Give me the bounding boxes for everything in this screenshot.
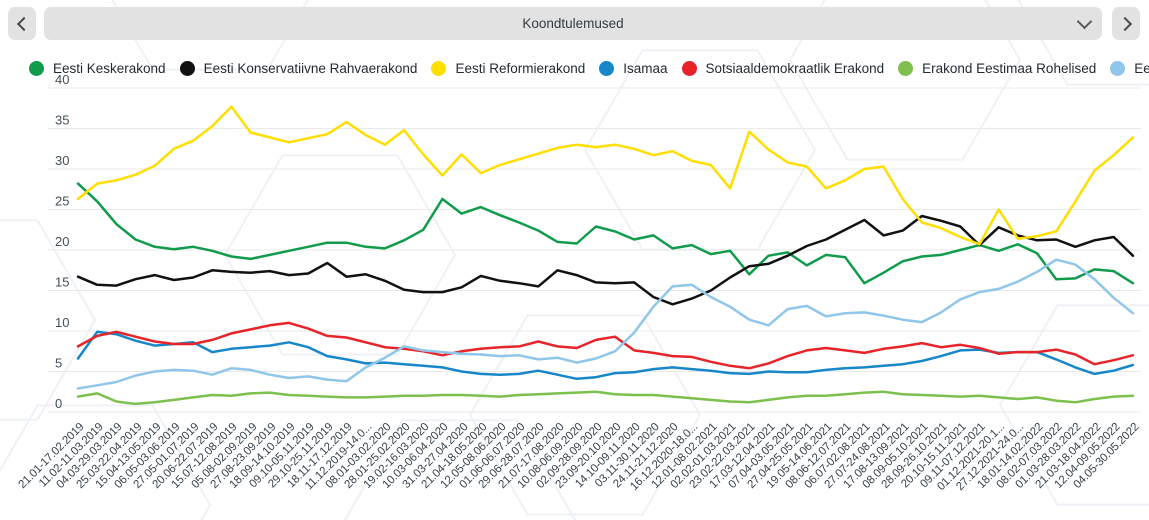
hexagon-shape bbox=[0, 219, 97, 421]
chevron-down-icon bbox=[1076, 13, 1093, 30]
legend-item-eesti-200[interactable]: Eesti 200 bbox=[1110, 60, 1149, 76]
legend-label: Eesti Reformierakond bbox=[455, 60, 586, 76]
y-tick-label: 25 bbox=[55, 194, 69, 209]
y-tick-label: 15 bbox=[55, 275, 69, 290]
hexagon-shape bbox=[788, 0, 1022, 161]
legend-dot-eesti-keskerakond bbox=[29, 60, 44, 76]
hexagon-shape bbox=[343, 419, 577, 520]
legend-dot-erakond-eestimaa-rohelised bbox=[898, 60, 914, 76]
y-tick-label: 40 bbox=[55, 72, 69, 87]
legend-dot-eesti-reformierakond bbox=[431, 60, 447, 76]
chevron-right-icon bbox=[1117, 16, 1132, 31]
series-line-erakond-eestimaa-rohelised bbox=[76, 390, 1135, 406]
legend-item-erakond-eestimaa-rohelised[interactable]: Erakond Eestimaa Rohelised bbox=[898, 60, 1097, 76]
y-tick-label: 35 bbox=[55, 113, 69, 128]
legend-label: Sotsiaaldemokraatlik Erakond bbox=[705, 60, 885, 76]
series-line-sotsiaaldemokraatlik-erakond bbox=[76, 321, 1135, 370]
dataset-select[interactable]: Koondtulemused bbox=[44, 7, 1102, 40]
legend-label: Eesti 200 bbox=[1134, 60, 1149, 76]
legend-dot-isamaa bbox=[599, 60, 615, 76]
legend-dot-sotsiaaldemokraatlik-erakond bbox=[681, 60, 697, 76]
legend-label: Eesti Keskerakond bbox=[53, 60, 166, 76]
legend-label: Erakond Eestimaa Rohelised bbox=[922, 60, 1097, 76]
legend-dot-eesti-200 bbox=[1110, 60, 1126, 76]
y-tick-label: 5 bbox=[55, 356, 62, 371]
series-line-isamaa bbox=[76, 330, 1135, 381]
next-dataset-button[interactable] bbox=[1112, 7, 1140, 40]
hexagon-shape bbox=[468, 314, 702, 516]
series-line-eesti-keskerakond bbox=[76, 182, 1135, 285]
y-tick-label: 30 bbox=[55, 153, 69, 168]
chevron-left-icon bbox=[16, 16, 31, 31]
legend-item-eesti-reformierakond[interactable]: Eesti Reformierakond bbox=[431, 60, 586, 76]
legend-item-eesti-keskerakond[interactable]: Eesti Keskerakond bbox=[29, 60, 166, 76]
series-line-eesti-200 bbox=[76, 258, 1135, 390]
legend-item-eesti-konservatiivne-rahvaerakond[interactable]: Eesti Konservatiivne Rahvaerakond bbox=[179, 60, 418, 76]
y-tick-label: 0 bbox=[55, 396, 62, 411]
legend-item-isamaa[interactable]: Isamaa bbox=[599, 60, 668, 76]
hexagon-shape bbox=[998, 304, 1149, 506]
legend-label: Isamaa bbox=[623, 60, 668, 76]
hexagon-shape bbox=[0, 404, 212, 520]
y-tick-label: 20 bbox=[55, 234, 69, 249]
previous-dataset-button[interactable] bbox=[8, 7, 36, 40]
legend-dot-eesti-konservatiivne-rahvaerakond bbox=[179, 60, 195, 76]
legend-label: Eesti Konservatiivne Rahvaerakond bbox=[203, 60, 418, 76]
dataset-select-label: Koondtulemused bbox=[522, 16, 624, 31]
chart-legend: Eesti Keskerakond Eesti Konservatiivne Ra… bbox=[29, 57, 1149, 79]
series-line-eesti-konservatiivne-rahvaerakond bbox=[76, 214, 1135, 306]
y-tick-label: 10 bbox=[55, 315, 69, 330]
series-line-eesti-reformierakond bbox=[76, 105, 1135, 246]
hexagon-shape bbox=[111, 0, 309, 71]
legend-item-sotsiaaldemokraatlik-erakond[interactable]: Sotsiaaldemokraatlik Erakond bbox=[681, 60, 885, 76]
